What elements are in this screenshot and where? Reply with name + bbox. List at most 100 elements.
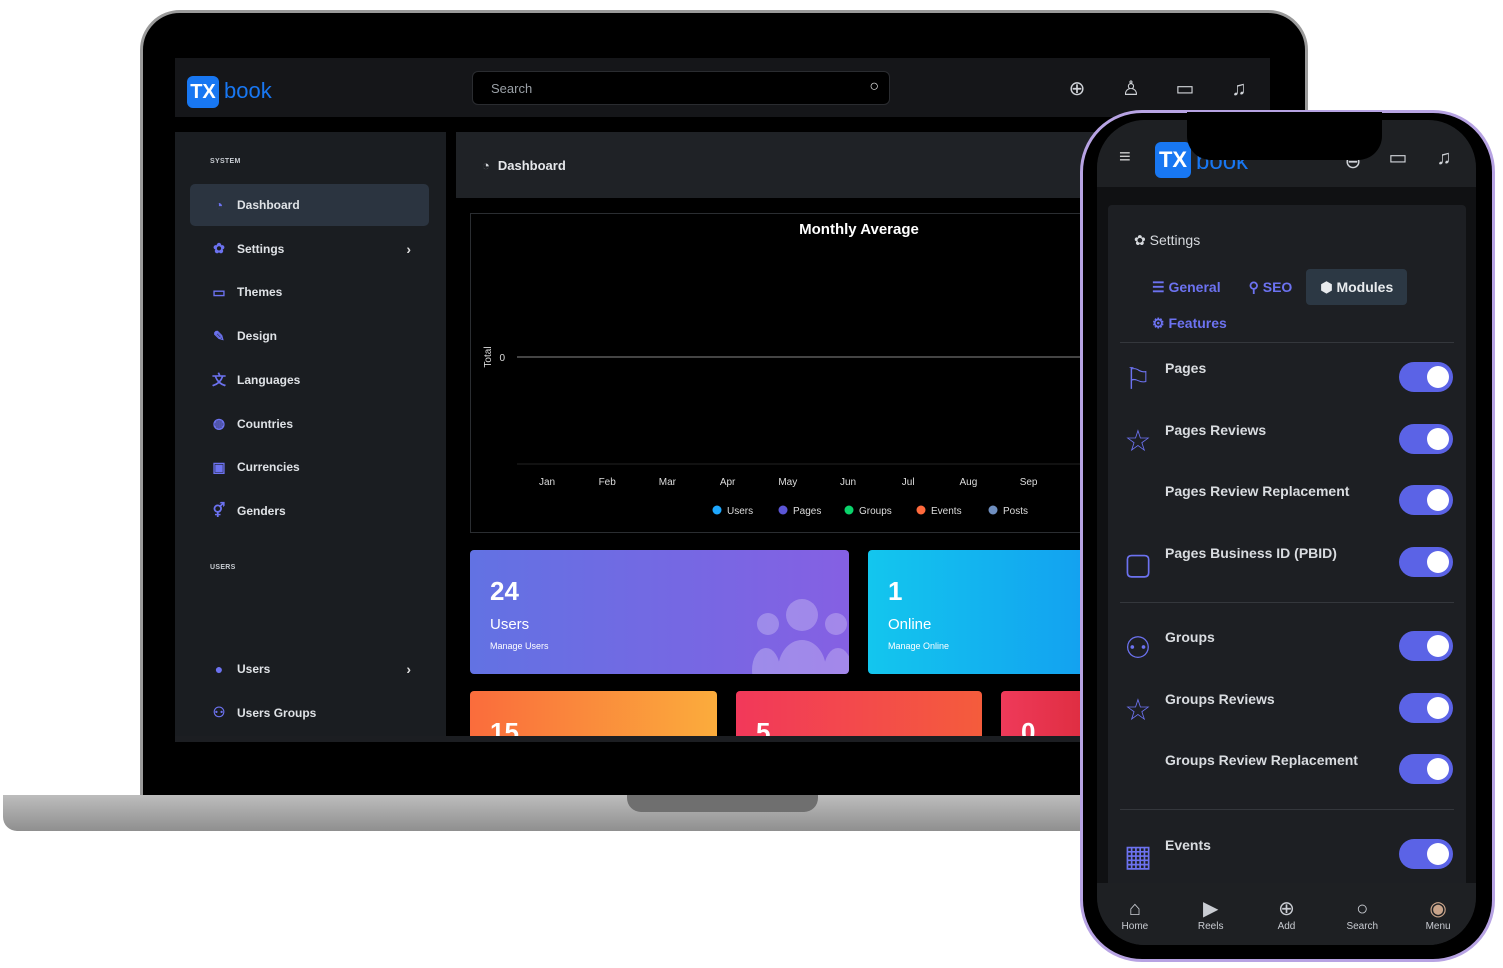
brush-icon: ✎ — [213, 327, 225, 344]
star-icon: ☆ — [1124, 694, 1152, 727]
logo-mark[interactable]: TX — [1155, 142, 1191, 178]
star-icon: ☆ — [1124, 425, 1152, 458]
legend-label[interactable]: Groups — [859, 506, 892, 517]
nav-reels[interactable]: ▶ Reels — [1197, 897, 1224, 932]
nav-search[interactable]: ○ Search — [1346, 897, 1379, 932]
legend-marker[interactable] — [712, 505, 722, 515]
module-toggle[interactable] — [1399, 362, 1453, 392]
sidebar: SYSTEM ◔ Dashboard ✿ Settings › ▭ Themes ✎ Desig… — [175, 132, 446, 742]
sidebar-item-label: Design — [237, 329, 278, 344]
calendar-icon: ▦ — [1123, 840, 1153, 873]
add-circle-icon[interactable]: ⊕ — [1068, 78, 1086, 100]
module-row: ⚐ Pages — [1108, 350, 1466, 410]
sidebar-item-genders[interactable]: ⚥ Genders — [190, 490, 429, 532]
user-icon: ● — [214, 661, 224, 677]
tab-seo[interactable]: ⚲ SEO — [1248, 278, 1293, 296]
sidebar-item-label: Users Groups — [237, 705, 317, 720]
sidebar-item-languages[interactable]: 文 Languages — [190, 359, 429, 401]
users-icon: ⚇ — [1124, 632, 1152, 665]
x-tick-label: May — [778, 477, 797, 488]
bell-icon[interactable]: ♫ — [1436, 147, 1452, 169]
globe-icon: ◍ — [212, 415, 226, 431]
sidebar-item-themes[interactable]: ▭ Themes — [190, 271, 429, 313]
chat-icon[interactable]: ▭ — [1388, 147, 1408, 169]
module-row: Pages Review Replacement — [1108, 473, 1466, 533]
x-tick-label: Jun — [840, 477, 856, 488]
avatar: ◉ — [1429, 897, 1447, 920]
stat-card[interactable]: 5 — [736, 691, 982, 742]
tab-general[interactable]: ☰ General — [1152, 278, 1221, 296]
x-tick-label: Jan — [539, 477, 555, 488]
legend-label[interactable]: Pages — [793, 506, 821, 517]
tab-features[interactable]: ⚙ Features — [1152, 314, 1227, 332]
module-toggle[interactable] — [1399, 839, 1453, 869]
x-tick-label: Apr — [720, 477, 736, 488]
dashboard-icon: ◔ — [482, 157, 490, 173]
logo-word[interactable]: book — [224, 78, 272, 103]
chat-icon[interactable]: ▭ — [1175, 78, 1195, 100]
reels-icon: ▶ — [1202, 897, 1219, 920]
section-title: USERS — [210, 564, 236, 571]
sidebar-item-settings[interactable]: ✿ Settings › — [190, 228, 429, 270]
module-row: ☆ Groups Reviews — [1108, 681, 1466, 741]
x-tick-label: Mar — [659, 477, 677, 488]
sidebar-item-label: Genders — [237, 503, 286, 518]
module-row: ☆ Pages Reviews — [1108, 412, 1466, 472]
divider — [1120, 342, 1454, 343]
users-card[interactable]: 24 Users Manage Users — [470, 550, 849, 674]
nav-home[interactable]: ⌂ Home — [1121, 897, 1149, 932]
sidebar-item-currencies[interactable]: ▣ Currencies — [190, 446, 429, 488]
search-icon: ○ — [1356, 897, 1369, 920]
sidebar-item-countries[interactable]: ◍ Countries — [190, 403, 429, 445]
gender-icon: ⚥ — [212, 502, 226, 519]
module-toggle[interactable] — [1399, 547, 1453, 577]
chart-svg: Monthly Average Total 0 Jan Feb Mar Apr May Jun J… — [483, 221, 1270, 517]
sidebar-item-users-groups[interactable]: ⚇ Users Groups — [190, 692, 429, 734]
legend-marker[interactable] — [916, 505, 926, 515]
gear-icon: ✿ — [1134, 232, 1150, 248]
sidebar-item-users[interactable]: ● Users › — [190, 648, 429, 690]
module-toggle[interactable] — [1399, 424, 1453, 454]
legend-marker[interactable] — [988, 505, 998, 515]
divider — [1120, 602, 1454, 603]
chevron-right-icon[interactable]: › — [406, 661, 411, 677]
logo-mark[interactable]: TX — [187, 76, 219, 108]
gear-icon: ✿ — [213, 240, 225, 257]
online-card[interactable]: 1 Online Manage Online — [868, 550, 1098, 674]
chevron-right-icon[interactable]: › — [406, 240, 411, 257]
tab-modules[interactable]: ⬢ Modules — [1306, 269, 1408, 305]
module-toggle[interactable] — [1399, 754, 1453, 784]
menu-icon[interactable]: ≡ — [1119, 146, 1131, 168]
sidebar-item-dashboard[interactable]: ◔ Dashboard — [190, 184, 429, 226]
settings-card: ✿ Settings ☰ General ⚲ SEO ⬢ Modules ⚙ F… — [1108, 205, 1466, 945]
x-tick-label: Jul — [902, 477, 915, 488]
module-toggle[interactable] — [1399, 485, 1453, 515]
bell-icon[interactable]: ♫ — [1231, 78, 1247, 100]
scrollbar[interactable] — [175, 736, 1270, 742]
stat-card[interactable]: 15 — [470, 691, 717, 742]
legend-marker[interactable] — [844, 505, 854, 515]
sidebar-item-label: Themes — [237, 285, 283, 300]
nav-add[interactable]: ⊕ Add — [1277, 897, 1296, 932]
money-icon: ▣ — [212, 458, 226, 475]
legend-label[interactable]: Users — [727, 506, 753, 517]
legend-label[interactable]: Posts — [1003, 506, 1028, 517]
phone-screen: ≡ TX book ⊖ ▭ ♫ ✿ Settings ☰ General ⚲ S… — [1097, 120, 1476, 945]
divider — [1120, 809, 1454, 810]
search-icon[interactable]: ○ — [869, 78, 879, 95]
search-input[interactable]: Search ○ — [472, 71, 890, 105]
module-toggle[interactable] — [1399, 631, 1453, 661]
legend-label[interactable]: Events — [931, 506, 962, 517]
settings-tabs: ☰ General ⚲ SEO ⬢ Modules — [1138, 269, 1408, 305]
server-icon: ☰ — [1152, 278, 1169, 295]
user-settings-icon[interactable]: ♙ — [1122, 78, 1140, 100]
legend-marker[interactable] — [778, 505, 788, 515]
chip-icon: ⚙ — [1152, 314, 1169, 331]
module-row: ▢ Pages Business ID (PBID) — [1108, 535, 1466, 595]
users-icon: ⚇ — [212, 704, 226, 721]
nav-menu[interactable]: ◉ Menu — [1425, 897, 1451, 932]
module-row: Groups Review Replacement — [1108, 742, 1466, 802]
module-toggle[interactable] — [1399, 693, 1453, 723]
sidebar-item-design[interactable]: ✎ Design — [190, 315, 429, 357]
x-tick-label: Feb — [599, 477, 617, 488]
